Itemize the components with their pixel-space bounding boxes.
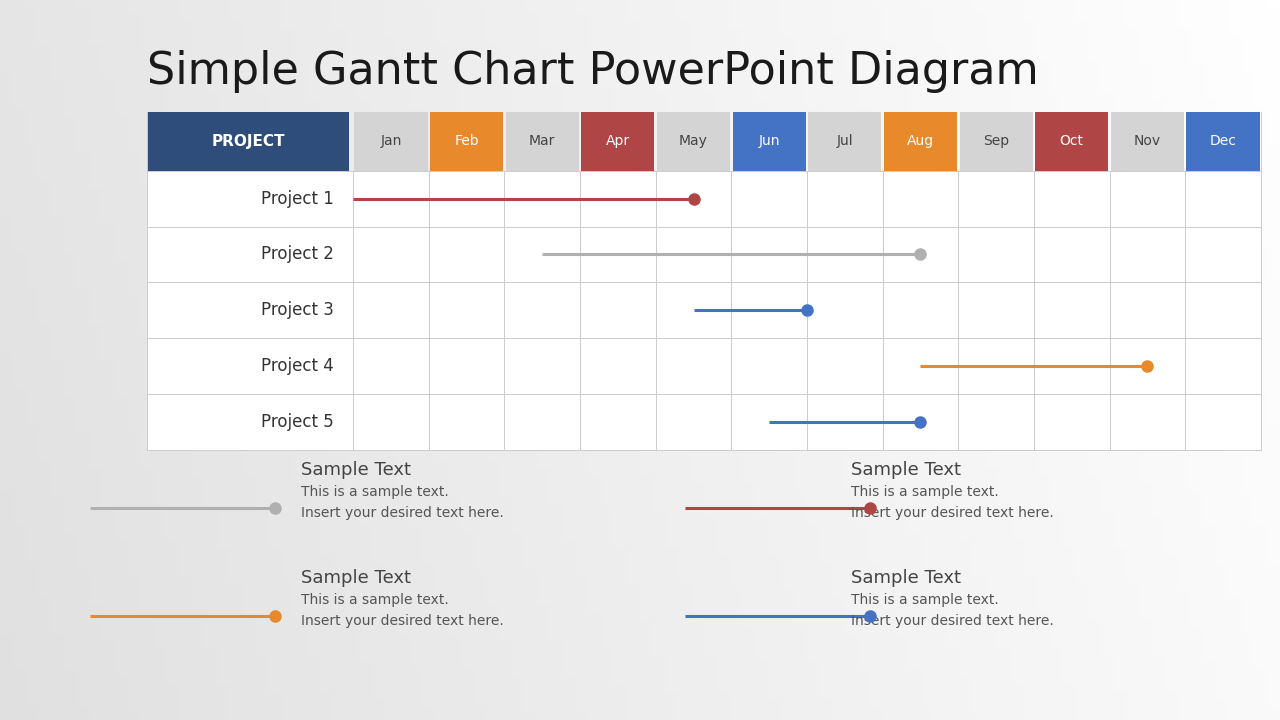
Text: Jul: Jul	[837, 134, 854, 148]
FancyBboxPatch shape	[884, 112, 957, 171]
Text: Sep: Sep	[983, 134, 1009, 148]
Text: Sample Text: Sample Text	[851, 569, 961, 588]
Text: Oct: Oct	[1060, 134, 1084, 148]
Text: Project 2: Project 2	[261, 246, 334, 264]
Text: Simple Gantt Chart PowerPoint Diagram: Simple Gantt Chart PowerPoint Diagram	[147, 50, 1039, 94]
FancyBboxPatch shape	[355, 112, 428, 171]
Text: Project 1: Project 1	[261, 189, 334, 207]
Text: Project 4: Project 4	[261, 357, 334, 375]
Text: Dec: Dec	[1210, 134, 1236, 148]
Text: Jun: Jun	[759, 134, 780, 148]
Text: This is a sample text.: This is a sample text.	[851, 593, 998, 607]
Text: Sample Text: Sample Text	[301, 569, 411, 588]
FancyBboxPatch shape	[430, 112, 503, 171]
FancyBboxPatch shape	[147, 338, 1261, 394]
FancyBboxPatch shape	[1111, 112, 1184, 171]
Text: Project 3: Project 3	[261, 302, 334, 320]
Text: Mar: Mar	[529, 134, 556, 148]
Text: Project 5: Project 5	[261, 413, 334, 431]
Text: Insert your desired text here.: Insert your desired text here.	[301, 506, 503, 521]
Text: Insert your desired text here.: Insert your desired text here.	[301, 614, 503, 629]
FancyBboxPatch shape	[960, 112, 1033, 171]
FancyBboxPatch shape	[147, 112, 349, 171]
Text: Apr: Apr	[605, 134, 630, 148]
Text: Sample Text: Sample Text	[301, 462, 411, 480]
Text: This is a sample text.: This is a sample text.	[851, 485, 998, 499]
FancyBboxPatch shape	[1187, 112, 1260, 171]
Text: Nov: Nov	[1134, 134, 1161, 148]
FancyBboxPatch shape	[147, 227, 1261, 282]
FancyBboxPatch shape	[147, 171, 1261, 227]
FancyBboxPatch shape	[732, 112, 805, 171]
FancyBboxPatch shape	[147, 282, 1261, 338]
Text: Insert your desired text here.: Insert your desired text here.	[851, 614, 1053, 629]
Text: May: May	[680, 134, 708, 148]
FancyBboxPatch shape	[506, 112, 579, 171]
FancyBboxPatch shape	[1036, 112, 1108, 171]
Text: This is a sample text.: This is a sample text.	[301, 593, 448, 607]
Text: Aug: Aug	[908, 134, 934, 148]
Text: PROJECT: PROJECT	[211, 134, 285, 148]
Text: Insert your desired text here.: Insert your desired text here.	[851, 506, 1053, 521]
FancyBboxPatch shape	[657, 112, 730, 171]
Text: Jan: Jan	[380, 134, 402, 148]
FancyBboxPatch shape	[581, 112, 654, 171]
Text: Sample Text: Sample Text	[851, 462, 961, 480]
Text: Feb: Feb	[454, 134, 479, 148]
FancyBboxPatch shape	[147, 394, 1261, 450]
Text: This is a sample text.: This is a sample text.	[301, 485, 448, 499]
FancyBboxPatch shape	[808, 112, 882, 171]
